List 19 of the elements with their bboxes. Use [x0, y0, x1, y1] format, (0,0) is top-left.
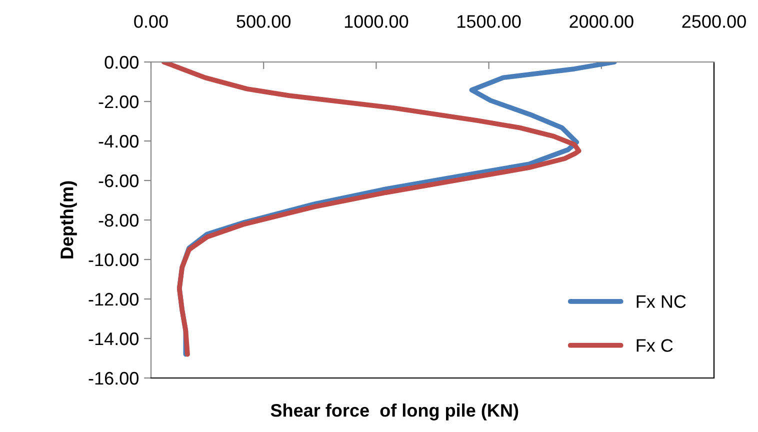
y-tick-label: 0.00 — [104, 56, 138, 69]
y-tick-label: -12.00 — [88, 292, 138, 306]
y-tick-label: -8.00 — [98, 214, 138, 227]
y-tick-label: -14.00 — [88, 332, 138, 346]
y-tick-label: -10.00 — [88, 253, 138, 266]
y-tick-label: -6.00 — [98, 174, 138, 188]
x-tick-label: 0.00 — [134, 15, 168, 28]
y-tick-label: -4.00 — [98, 134, 138, 148]
y-tick-label: -16.00 — [88, 372, 138, 385]
y-tick-label: -2.00 — [98, 95, 138, 108]
legend-label: Fx C — [636, 339, 673, 352]
y-axis-title: Depth(m) — [60, 181, 77, 258]
x-tick-label: 1500.00 — [458, 15, 521, 28]
legend-label: Fx NC — [636, 295, 686, 308]
x-tick-label: 1000.00 — [344, 15, 408, 28]
x-tick-label: 2500.00 — [682, 15, 746, 28]
x-tick-label: 2000.00 — [570, 15, 634, 28]
x-axis-title: Shear force of long pile (KN) — [270, 404, 518, 420]
x-tick-label: 500.00 — [236, 15, 291, 28]
